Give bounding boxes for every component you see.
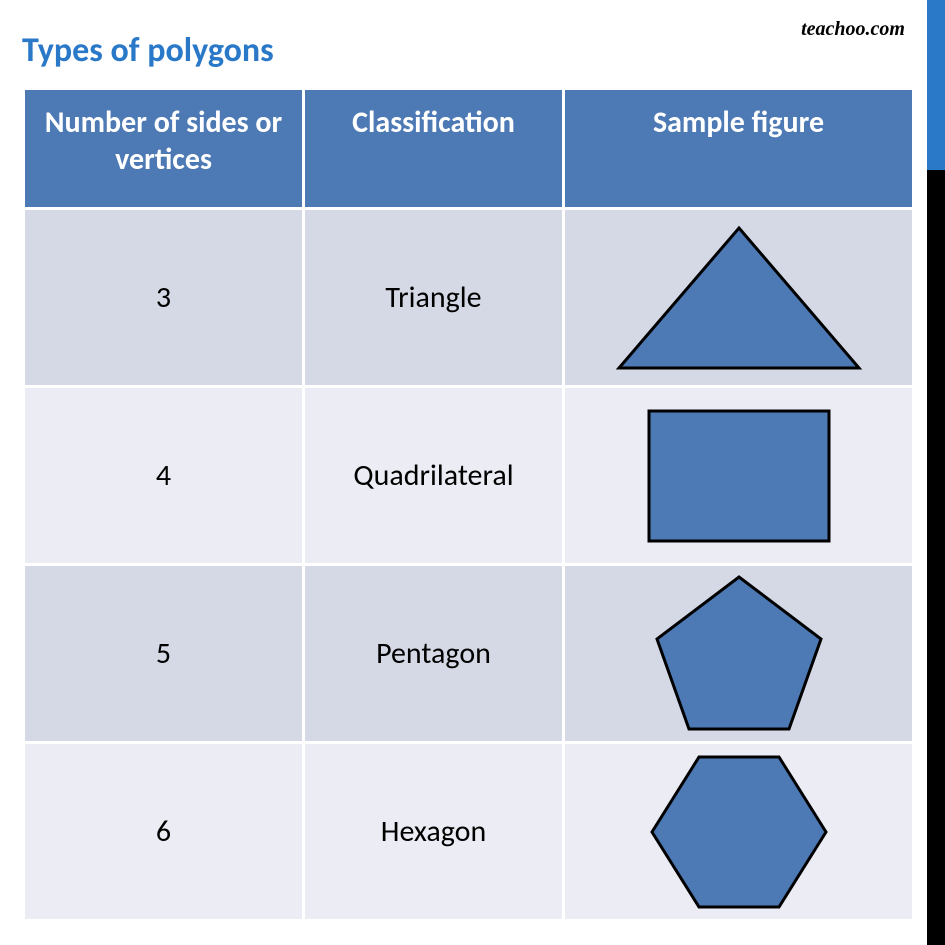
cell-classification: Quadrilateral bbox=[304, 387, 564, 565]
pentagon-icon bbox=[649, 569, 829, 739]
cell-classification: Triangle bbox=[304, 209, 564, 387]
cell-classification: Hexagon bbox=[304, 743, 564, 921]
cell-sides: 4 bbox=[24, 387, 304, 565]
table-row: 4 Quadrilateral bbox=[24, 387, 914, 565]
table-row: 3 Triangle bbox=[24, 209, 914, 387]
cell-figure bbox=[564, 743, 914, 921]
side-stripe-black bbox=[927, 170, 945, 945]
table-row: 5 Pentagon bbox=[24, 565, 914, 743]
page-title: Types of polygons bbox=[0, 0, 945, 87]
cell-figure bbox=[564, 565, 914, 743]
quadrilateral-icon bbox=[639, 401, 839, 551]
table-header-row: Number of sides or vertices Classificati… bbox=[24, 89, 914, 209]
cell-sides: 5 bbox=[24, 565, 304, 743]
pentagon-shape bbox=[657, 577, 821, 729]
side-stripe-blue bbox=[927, 0, 945, 170]
hexagon-icon bbox=[644, 747, 834, 917]
table-row: 6 Hexagon bbox=[24, 743, 914, 921]
triangle-icon bbox=[609, 218, 869, 378]
hexagon-shape bbox=[652, 757, 826, 907]
polygon-table: Number of sides or vertices Classificati… bbox=[22, 87, 915, 922]
quadrilateral-shape bbox=[649, 411, 829, 541]
cell-figure bbox=[564, 387, 914, 565]
col-header-figure: Sample figure bbox=[564, 89, 914, 209]
triangle-shape bbox=[619, 228, 859, 368]
col-header-classification: Classification bbox=[304, 89, 564, 209]
cell-classification: Pentagon bbox=[304, 565, 564, 743]
watermark: teachoo.com bbox=[801, 18, 905, 41]
cell-sides: 6 bbox=[24, 743, 304, 921]
col-header-sides: Number of sides or vertices bbox=[24, 89, 304, 209]
cell-figure bbox=[564, 209, 914, 387]
cell-sides: 3 bbox=[24, 209, 304, 387]
